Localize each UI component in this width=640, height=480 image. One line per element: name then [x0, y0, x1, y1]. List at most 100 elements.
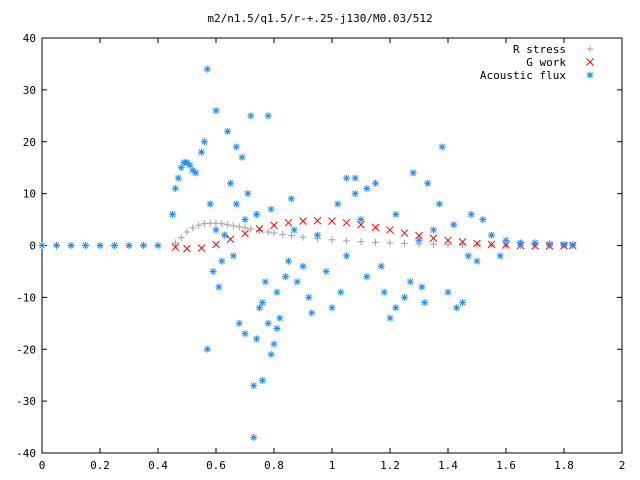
data-point	[343, 237, 350, 245]
data-point	[487, 240, 496, 249]
data-point	[343, 252, 350, 260]
legend-item: G work	[526, 56, 594, 69]
data-point	[287, 195, 295, 203]
axes: 0 0.2 0.4 0.6 0.8 1 1.2 1.4 1.6 1.8 2 -40 -30 -20 -10 0…	[16, 32, 625, 472]
data-point	[241, 330, 249, 338]
y-tick-label: 40	[23, 32, 36, 45]
data-point	[200, 220, 208, 228]
data-point	[322, 267, 330, 275]
data-point	[241, 224, 249, 232]
plot-area	[38, 65, 577, 441]
data-point	[386, 239, 394, 247]
data-point	[256, 304, 263, 312]
data-point	[380, 288, 388, 296]
data-point	[229, 252, 237, 260]
data-point	[140, 242, 147, 249]
data-point	[334, 200, 342, 208]
data-point	[212, 226, 220, 234]
data-point	[241, 216, 249, 224]
data-point	[458, 238, 467, 246]
data-point	[255, 225, 264, 233]
data-point	[430, 240, 437, 248]
data-point	[171, 184, 179, 192]
data-point	[244, 190, 252, 198]
data-point	[200, 138, 208, 146]
data-point	[444, 240, 452, 248]
data-point	[496, 252, 504, 260]
data-point	[285, 257, 292, 265]
data-point	[256, 226, 263, 234]
data-point	[328, 236, 336, 244]
data-point	[264, 112, 272, 120]
data-point	[189, 224, 197, 232]
y-tick-label: -40	[16, 447, 36, 460]
data-point	[328, 304, 336, 312]
data-point	[174, 174, 182, 182]
data-point	[299, 217, 307, 225]
data-point	[270, 229, 278, 237]
data-point	[429, 234, 438, 243]
data-point	[479, 216, 487, 224]
data-point	[282, 273, 290, 281]
data-point	[253, 210, 261, 218]
data-point	[53, 242, 60, 249]
data-point	[258, 376, 266, 384]
x-tick-label: 1	[329, 459, 336, 472]
data-point	[299, 233, 307, 241]
data-point	[415, 236, 423, 244]
y-tick-label: -30	[16, 395, 36, 408]
data-point	[270, 340, 278, 348]
data-point	[392, 304, 400, 312]
data-point	[212, 107, 220, 115]
data-point	[517, 239, 524, 247]
data-point	[235, 319, 243, 327]
y-tick-label: -20	[16, 343, 36, 356]
data-point	[183, 228, 191, 236]
data-point	[235, 223, 243, 231]
data-point	[279, 231, 287, 239]
data-point	[459, 299, 466, 307]
data-point	[406, 278, 414, 286]
data-point	[247, 225, 255, 233]
data-point	[267, 205, 275, 213]
data-point	[386, 314, 394, 322]
data-point	[82, 242, 89, 249]
data-point	[418, 283, 426, 291]
data-point	[198, 148, 205, 156]
data-point	[221, 231, 229, 239]
legend-marker	[586, 58, 594, 66]
data-point	[464, 252, 472, 260]
data-point	[351, 174, 359, 182]
data-point	[267, 350, 275, 358]
data-point	[371, 223, 380, 232]
data-point	[343, 174, 350, 182]
data-point	[253, 335, 261, 343]
data-point	[247, 112, 255, 120]
data-point	[203, 65, 211, 73]
data-point	[206, 200, 214, 208]
data-point	[224, 127, 232, 135]
data-point	[438, 143, 446, 151]
data-point	[357, 238, 365, 246]
data-point	[546, 240, 553, 248]
data-point	[473, 241, 481, 249]
chart-title: m2/n1.5/q1.5/r-+.25-j130/M0.03/512	[207, 12, 432, 25]
data-point	[218, 257, 226, 265]
data-point	[392, 210, 400, 218]
data-point	[377, 262, 385, 270]
data-point	[212, 240, 220, 249]
data-point	[401, 293, 408, 301]
data-point	[502, 236, 510, 244]
data-point	[261, 278, 269, 286]
x-tick-label: 0	[39, 459, 46, 472]
data-point	[531, 239, 539, 247]
data-point	[192, 169, 200, 177]
legend-label: R stress	[513, 43, 566, 56]
x-tick-label: 0.8	[264, 459, 284, 472]
legend-label: G work	[526, 56, 566, 69]
data-point	[357, 216, 365, 224]
data-point	[226, 235, 235, 244]
data-point	[453, 304, 461, 312]
